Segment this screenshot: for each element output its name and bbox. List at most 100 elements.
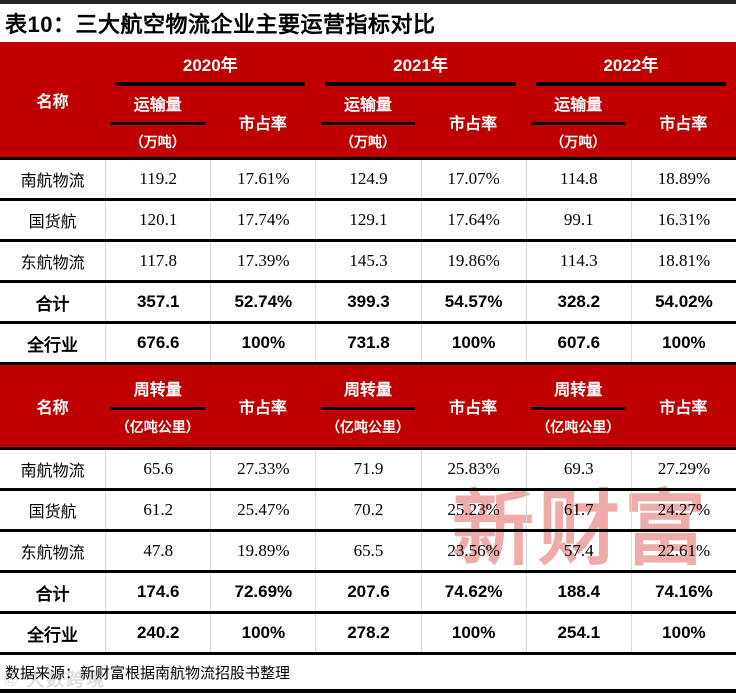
- value-cell: 100%: [420, 614, 526, 652]
- value-cell: 16.31%: [630, 201, 736, 239]
- metric-header: 周转量 （亿吨公里）: [315, 365, 420, 447]
- value-cell: 100%: [420, 324, 526, 362]
- metric-header: 运输量 （万吨）: [105, 86, 210, 157]
- value-cell: 74.62%: [420, 573, 526, 611]
- value-cell: 72.69%: [210, 573, 315, 611]
- metric-underline: [530, 406, 626, 410]
- table-header-turnover: 名称 周转量 （亿吨公里） 市占率 周转量 （亿吨公里） 市占率: [0, 365, 736, 450]
- value-cell: 61.2: [105, 491, 210, 529]
- value-cell: 25.23%: [420, 491, 526, 529]
- year-group-2022: 2022年 运输量 （万吨） 市占率: [526, 42, 736, 157]
- value-cell: 24.27%: [630, 491, 736, 529]
- value-cell: 188.4: [525, 573, 631, 611]
- total-row: 合计 357.1 52.74% 399.3 54.57% 328.2 54.02…: [0, 283, 736, 324]
- value-cell: 357.1: [105, 283, 210, 321]
- value-cell: 27.29%: [630, 450, 736, 488]
- value-cell: 114.8: [525, 160, 631, 198]
- turnover-group-2020: 周转量 （亿吨公里） 市占率: [105, 365, 315, 447]
- value-cell: 731.8: [315, 324, 420, 362]
- table-row: 国货航 120.1 17.74% 129.1 17.64% 99.1 16.31…: [0, 201, 736, 242]
- value-cell: 207.6: [315, 573, 420, 611]
- value-cell: 25.47%: [210, 491, 315, 529]
- value-cell: 607.6: [525, 324, 631, 362]
- table-row: 南航物流 119.2 17.61% 124.9 17.07% 114.8 18.…: [0, 160, 736, 201]
- value-cell: 23.56%: [420, 532, 526, 570]
- value-cell: 399.3: [315, 283, 420, 321]
- value-cell: 27.33%: [210, 450, 315, 488]
- turnover-group-2022: 周转量 （亿吨公里） 市占率: [526, 365, 736, 447]
- total-label-cell: 合计: [35, 584, 70, 604]
- industry-row: 全行业 676.6 100% 731.8 100% 607.6 100%: [0, 324, 736, 365]
- top-divider: [0, 0, 736, 4]
- value-cell: 129.1: [315, 201, 420, 239]
- share-header: 市占率: [238, 115, 287, 133]
- name-column-header: 名称: [36, 400, 69, 417]
- table-header-volume: 名称 2020年 运输量 （万吨） 市占率 2021年 运输量 （万吨）: [0, 42, 736, 160]
- value-cell: 117.8: [105, 242, 210, 280]
- value-cell: 114.3: [525, 242, 631, 280]
- year-label: 2022年: [603, 56, 659, 75]
- table-row: 南航物流 65.6 27.33% 71.9 25.83% 69.3 27.29%: [0, 450, 736, 491]
- value-cell: 57.4: [525, 532, 631, 570]
- year-label: 2021年: [393, 56, 448, 75]
- value-cell: 54.02%: [630, 283, 736, 321]
- value-cell: 120.1: [105, 201, 210, 239]
- value-cell: 17.61%: [210, 160, 315, 198]
- company-name-cell: 东航物流: [20, 255, 85, 272]
- share-header: 市占率: [238, 400, 287, 417]
- value-cell: 278.2: [315, 614, 420, 652]
- metric-header: 周转量 （亿吨公里）: [526, 365, 631, 447]
- value-cell: 74.16%: [630, 573, 736, 611]
- value-cell: 54.57%: [420, 283, 526, 321]
- year-underline: [115, 82, 306, 86]
- data-source-note: 数据来源：新财富根据南航物流招股书整理: [5, 664, 291, 682]
- value-cell: 17.39%: [210, 242, 315, 280]
- value-cell: 22.61%: [630, 532, 736, 570]
- value-cell: 71.9: [315, 450, 420, 488]
- corner-watermark: © 大数跨境: [4, 670, 107, 690]
- value-cell: 17.74%: [210, 201, 315, 239]
- value-cell: 100%: [630, 614, 736, 652]
- value-cell: 100%: [210, 324, 315, 362]
- table-row: 国货航 61.2 25.47% 70.2 25.23% 61.7 24.27%: [0, 491, 736, 532]
- metric-underline: [320, 406, 416, 410]
- year-group-2020: 2020年 运输量 （万吨） 市占率: [105, 42, 315, 157]
- company-name-cell: 南航物流: [20, 463, 85, 480]
- value-cell: 17.64%: [420, 201, 526, 239]
- bottom-divider: [0, 689, 736, 693]
- metric-header: 周转量 （亿吨公里）: [105, 365, 210, 447]
- total-row: 合计 174.6 72.69% 207.6 74.62% 188.4 74.16…: [0, 573, 736, 614]
- value-cell: 145.3: [315, 242, 420, 280]
- year-underline: [535, 82, 726, 86]
- turnover-group-2021: 周转量 （亿吨公里） 市占率: [315, 365, 525, 447]
- share-header: 市占率: [659, 115, 708, 133]
- value-cell: 119.2: [105, 160, 210, 198]
- value-cell: 240.2: [105, 614, 210, 652]
- value-cell: 328.2: [525, 283, 631, 321]
- value-cell: 47.8: [105, 532, 210, 570]
- value-cell: 174.6: [105, 573, 210, 611]
- metric-underline: [110, 406, 206, 410]
- table-row: 东航物流 117.8 17.39% 145.3 19.86% 114.3 18.…: [0, 242, 736, 283]
- value-cell: 676.6: [105, 324, 210, 362]
- value-cell: 25.83%: [420, 450, 526, 488]
- year-group-2021: 2021年 运输量 （万吨） 市占率: [315, 42, 525, 157]
- year-label: 2020年: [182, 56, 238, 75]
- industry-label-cell: 全行业: [27, 335, 79, 355]
- value-cell: 65.5: [315, 532, 420, 570]
- share-header: 市占率: [449, 400, 498, 417]
- value-cell: 69.3: [525, 450, 631, 488]
- value-cell: 100%: [210, 614, 315, 652]
- share-header: 市占率: [449, 115, 498, 133]
- value-cell: 70.2: [315, 491, 420, 529]
- company-name-cell: 南航物流: [20, 173, 85, 190]
- company-name-cell: 国货航: [28, 504, 77, 521]
- metric-header: 运输量 （万吨）: [315, 86, 420, 157]
- metric-underline: [530, 122, 626, 125]
- industry-label-cell: 全行业: [27, 625, 79, 645]
- value-cell: 18.81%: [630, 242, 736, 280]
- metric-underline: [110, 122, 206, 125]
- share-header: 市占率: [659, 400, 708, 417]
- name-column-header: 名称: [36, 93, 69, 111]
